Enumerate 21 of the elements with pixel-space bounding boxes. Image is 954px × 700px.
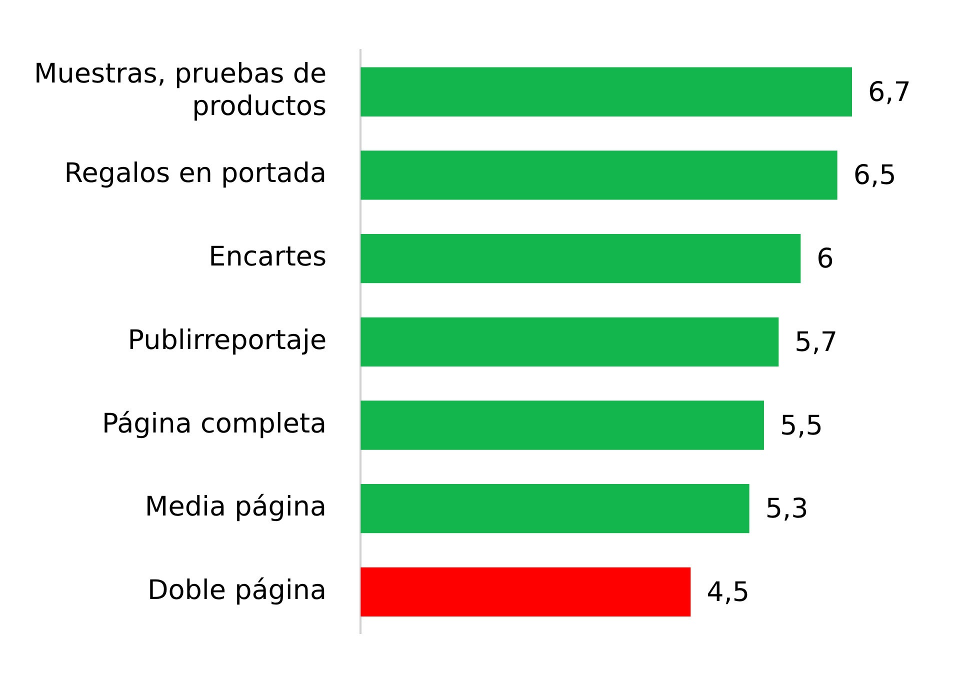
y-tick-label: Página completa (102, 408, 327, 440)
bar (360, 567, 691, 617)
data-label: 4,5 (706, 576, 750, 608)
bar (360, 484, 750, 534)
y-tick-label: Encartes (208, 242, 327, 273)
bar (360, 150, 838, 200)
data-label: 6 (816, 244, 834, 275)
data-label: 5,5 (780, 410, 823, 442)
y-tick-label: Muestras, pruebas de productos (34, 58, 327, 122)
data-label: 6,5 (853, 160, 896, 192)
bar (360, 67, 852, 116)
y-tick-label: Publirreportaje (128, 324, 327, 356)
y-tick-label: Media página (144, 492, 327, 523)
bar (360, 234, 801, 284)
y-tick-label: Regalos en portada (64, 158, 327, 190)
bar (360, 317, 779, 366)
y-tick-label: Doble página (147, 574, 327, 606)
data-label: 5,7 (794, 326, 838, 358)
data-label: 6,7 (868, 76, 911, 108)
bar (360, 400, 764, 450)
data-label: 5,3 (765, 494, 808, 525)
